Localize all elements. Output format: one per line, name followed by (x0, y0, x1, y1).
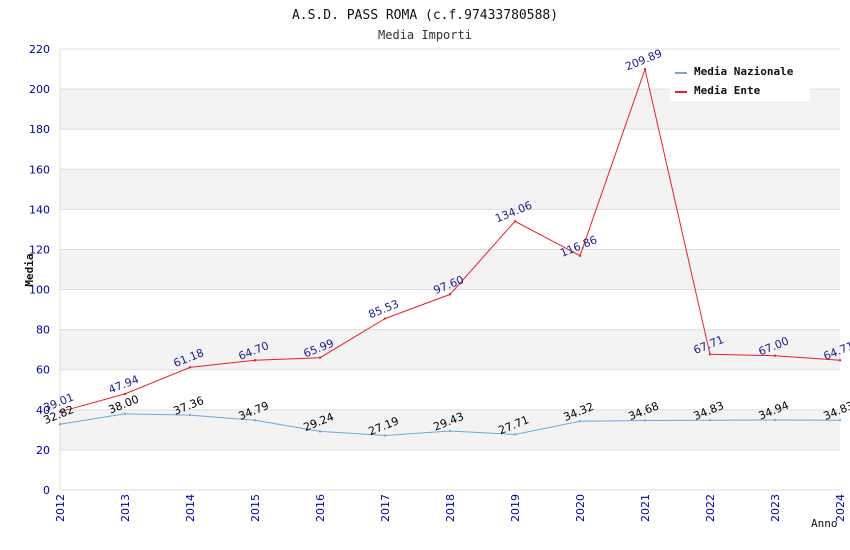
data-point-media-ente (253, 359, 257, 362)
y-axis-label: Media (23, 253, 36, 286)
y-tick-label: 200 (29, 83, 50, 96)
data-point-media-ente (123, 392, 127, 396)
x-tick-label: 2022 (704, 494, 717, 522)
data-point-media-nazionale (188, 413, 192, 417)
grid-band (60, 249, 840, 290)
data-point-media-nazionale (123, 412, 127, 416)
data-point-media-nazionale (838, 418, 842, 422)
data-point-media-nazionale (773, 418, 777, 422)
data-label-media-ente: 85.53 (367, 297, 401, 321)
data-point-media-ente (188, 366, 192, 369)
data-point-media-ente (708, 353, 712, 356)
data-point-media-nazionale (513, 433, 517, 436)
data-point-media-nazionale (58, 423, 62, 426)
data-point-media-nazionale (253, 419, 257, 422)
x-axis-label: Anno (811, 517, 838, 530)
series-lines (58, 67, 842, 437)
y-tick-label: 80 (36, 324, 50, 337)
data-point-media-ente (838, 359, 842, 362)
chart-subtitle: Media Importi (378, 28, 472, 42)
y-tick-label: 220 (29, 43, 50, 56)
data-point-media-ente (383, 317, 387, 320)
data-point-media-ente (578, 254, 582, 257)
data-point-media-ente (318, 356, 322, 359)
x-tick-label: 2023 (769, 494, 782, 522)
x-tick-label: 2020 (574, 494, 587, 522)
x-tick-label: 2019 (509, 494, 522, 522)
legend-label-media-ente: Media Ente (694, 84, 761, 97)
legend-label-media-nazionale: Media Nazionale (694, 65, 794, 78)
legend: Media Nazionale Media Ente (670, 58, 810, 101)
x-tick-label: 2013 (119, 494, 132, 522)
y-axis-ticks: 0 20 40 60 80 100 120 140 160 180 200 220 (29, 43, 50, 497)
x-axis-ticks: 2012 2013 2014 2015 2016 2017 2018 2019 2020 2021… (54, 494, 847, 522)
data-point-media-ente (773, 354, 777, 357)
data-point-media-nazionale (643, 419, 647, 422)
x-tick-label: 2017 (379, 494, 392, 522)
x-tick-label: 2021 (639, 494, 652, 522)
y-tick-label: 60 (36, 364, 50, 377)
data-point-media-nazionale (708, 418, 712, 422)
x-tick-label: 2024 (834, 494, 847, 522)
x-tick-label: 2014 (184, 494, 197, 522)
plot-bands (60, 89, 840, 450)
data-point-media-nazionale (448, 429, 452, 433)
y-tick-label: 180 (29, 123, 50, 136)
data-point-media-ente (643, 68, 647, 71)
data-point-media-nazionale (383, 434, 387, 437)
x-tick-label: 2015 (249, 494, 262, 522)
grid-band (60, 169, 840, 210)
data-point-media-ente (58, 410, 62, 414)
data-point-media-ente (448, 293, 452, 296)
y-tick-label: 40 (36, 404, 50, 417)
y-tick-label: 140 (29, 203, 50, 216)
data-point-media-nazionale (318, 430, 322, 433)
data-point-media-nazionale (578, 420, 582, 423)
y-tick-label: 120 (29, 243, 50, 256)
y-tick-label: 160 (29, 163, 50, 176)
y-tick-label: 0 (43, 484, 50, 497)
y-tick-label: 100 (29, 284, 50, 297)
y-tick-label: 20 (36, 444, 50, 457)
chart-title: A.S.D. PASS ROMA (c.f.97433780588) (292, 8, 558, 23)
data-label-media-ente: 209.89 (623, 47, 664, 73)
x-tick-label: 2016 (314, 494, 327, 522)
x-tick-label: 2012 (54, 494, 67, 522)
x-tick-label: 2018 (444, 494, 457, 522)
grid-band (60, 329, 840, 370)
data-point-media-ente (513, 220, 517, 223)
legend-box (670, 58, 810, 101)
